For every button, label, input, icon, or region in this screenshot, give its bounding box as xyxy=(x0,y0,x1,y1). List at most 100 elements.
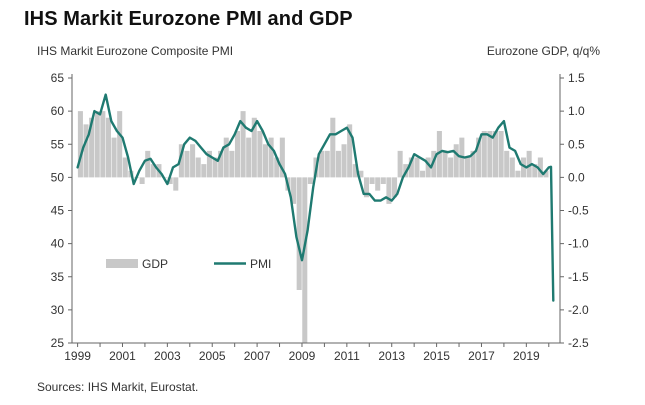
gdp-bar xyxy=(262,144,269,178)
x-axis-tick-label: 2015 xyxy=(423,349,450,363)
gdp-bar xyxy=(246,137,252,178)
gdp-bar xyxy=(521,157,527,178)
right-axis-tick-label: -1.0 xyxy=(568,237,589,251)
legend-gdp-swatch xyxy=(106,259,138,268)
gdp-bar xyxy=(363,177,370,198)
legend: GDP PMI xyxy=(106,257,271,271)
right-axis-tick-label: 0.5 xyxy=(568,137,585,151)
gdp-bar xyxy=(173,177,179,191)
pmi-line-layer xyxy=(76,93,555,302)
gdp-bar xyxy=(83,124,89,178)
gdp-bar xyxy=(448,157,454,178)
gdp-bar xyxy=(324,150,330,178)
axes-layer: 25 30 35 40 45 50 55 60 65 -2.5 -2.0 -1.5 -1.0 -0.5 0.… xyxy=(51,71,589,363)
gdp-bar xyxy=(537,157,543,178)
gdp-bar xyxy=(190,144,196,178)
gdp-bar xyxy=(425,157,431,178)
gdp-bar xyxy=(347,124,353,178)
gdp-bar xyxy=(257,131,263,178)
gdp-bar xyxy=(77,111,83,178)
x-axis-tick-label: 2009 xyxy=(289,349,316,363)
pmi-line xyxy=(76,93,555,302)
gdp-bar xyxy=(509,157,515,178)
x-axis-tick-label: 2003 xyxy=(154,349,181,363)
gdp-bar xyxy=(184,150,190,178)
gdp-bar xyxy=(291,177,297,204)
gdp-bar xyxy=(145,150,151,178)
gdp-bar xyxy=(504,150,510,178)
gdp-bar xyxy=(223,137,229,178)
gdp-bar xyxy=(464,157,470,178)
legend-gdp-label: GDP xyxy=(142,257,168,271)
right-axis-tick-label: -0.5 xyxy=(568,204,589,218)
x-axis-tick-label: 2005 xyxy=(199,349,226,363)
right-axis-tick-label: -2.0 xyxy=(568,303,589,317)
left-axis-tick-label: 55 xyxy=(51,137,65,151)
gdp-bar xyxy=(105,117,111,178)
gdp-bar xyxy=(167,177,173,184)
right-axis-tick-label: -1.5 xyxy=(568,270,589,284)
left-axis-tick-label: 45 xyxy=(51,204,65,218)
gdp-bar xyxy=(218,150,224,178)
gdp-bar xyxy=(352,164,358,178)
gdp-bar xyxy=(481,131,487,178)
left-axis-tick-label: 60 xyxy=(51,104,65,118)
gdp-bar xyxy=(392,177,398,198)
gdp-bars-layer xyxy=(77,111,549,343)
gdp-bar xyxy=(487,131,493,178)
gdp-bar xyxy=(240,111,246,178)
gdp-bar xyxy=(420,170,426,178)
gdp-bar xyxy=(386,177,392,204)
gdp-bar xyxy=(341,144,347,178)
gdp-bar xyxy=(380,177,386,184)
right-axis-tick-label: 1.5 xyxy=(568,71,585,85)
x-axis-tick-label: 2013 xyxy=(378,349,405,363)
gdp-bar xyxy=(89,117,95,178)
gdp-bar xyxy=(274,157,280,178)
gdp-bar xyxy=(234,131,240,178)
left-axis-tick-label: 30 xyxy=(51,303,65,317)
gdp-bar xyxy=(178,144,184,178)
gdp-bar xyxy=(117,111,123,178)
left-axis-tick-label: 50 xyxy=(51,170,65,184)
gdp-bar xyxy=(369,177,375,184)
source-note: Sources: IHS Markit, Eurostat. xyxy=(37,380,199,394)
gdp-bar xyxy=(442,150,448,178)
gdp-bar xyxy=(335,150,341,178)
gdp-bar xyxy=(251,117,257,178)
x-axis-tick-label: 2017 xyxy=(468,349,495,363)
right-axis-tick-label: -2.5 xyxy=(568,336,589,350)
gdp-bar xyxy=(543,170,549,178)
gdp-bar xyxy=(532,164,538,178)
x-axis-tick-label: 2019 xyxy=(513,349,540,363)
gdp-bar xyxy=(526,150,532,178)
gdp-bar xyxy=(122,157,128,178)
gdp-bar xyxy=(330,117,336,178)
legend-pmi-label: PMI xyxy=(250,257,271,271)
gdp-bar xyxy=(431,150,437,178)
gdp-bar xyxy=(515,170,521,178)
gdp-bar xyxy=(100,111,106,178)
right-axis-tick-label: 1.0 xyxy=(568,104,585,118)
gdp-bar xyxy=(302,177,308,343)
gdp-bar xyxy=(408,157,414,178)
gdp-bar xyxy=(150,164,156,178)
x-axis-tick-label: 2001 xyxy=(109,349,136,363)
left-axis-tick-label: 40 xyxy=(51,237,65,251)
gdp-bar xyxy=(111,137,117,178)
gdp-bar xyxy=(296,177,302,290)
gdp-bar xyxy=(201,164,207,178)
gdp-bar xyxy=(195,157,201,178)
gdp-bar xyxy=(268,137,274,178)
gdp-bar xyxy=(498,131,504,178)
right-axis-title: Eurozone GDP, q/q% xyxy=(486,44,600,58)
gdp-bar xyxy=(319,150,325,178)
gdp-bar xyxy=(206,150,212,178)
gdp-bar xyxy=(492,131,499,178)
gdp-bar xyxy=(476,137,482,178)
left-axis-title: IHS Markit Eurozone Composite PMI xyxy=(37,44,234,58)
x-axis-tick-label: 2011 xyxy=(334,349,360,363)
gdp-bar xyxy=(279,137,285,178)
gdp-bar xyxy=(470,150,476,178)
